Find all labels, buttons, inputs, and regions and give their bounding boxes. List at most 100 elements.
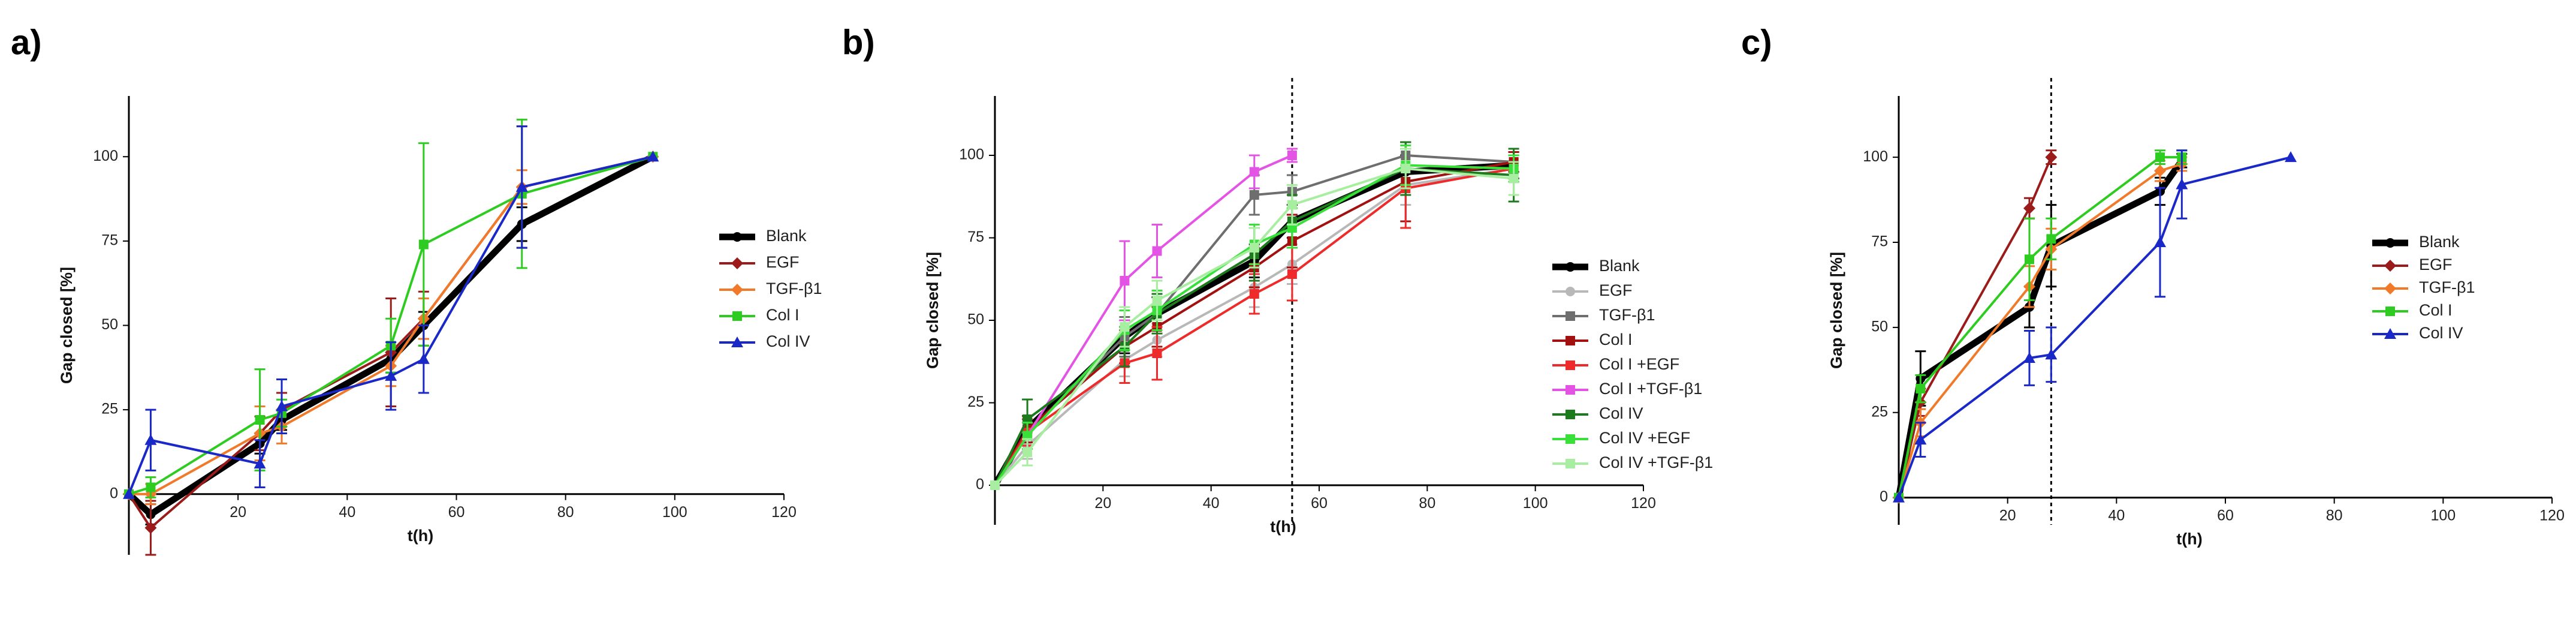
- legend-label: EGF: [1599, 281, 1633, 299]
- series-col-iv: [1893, 149, 2297, 503]
- panel-label: c): [1741, 23, 1772, 62]
- series-col-iv: [123, 125, 659, 499]
- data-point: [2023, 202, 2035, 215]
- legend-swatch-marker: [2385, 307, 2395, 316]
- data-point: [1249, 289, 1259, 299]
- legend-item-egf: EGF: [1552, 281, 1633, 299]
- x-tick-label: 20: [1094, 495, 1111, 512]
- y-tick-label: 0: [1880, 488, 1888, 505]
- legend-swatch-marker: [731, 336, 743, 347]
- legend-label: Col I +TGF-β1: [1599, 380, 1702, 398]
- legend-item-tgf-beta1: TGF-β1: [2372, 278, 2475, 296]
- series-line: [994, 167, 1514, 486]
- data-point: [144, 522, 157, 534]
- data-point: [254, 458, 266, 469]
- data-point: [2154, 236, 2166, 248]
- series-tgf-beta1: [990, 141, 1519, 490]
- legend-swatch-marker: [731, 257, 743, 269]
- y-tick-label: 75: [967, 229, 984, 245]
- x-tick-label: 80: [2326, 507, 2343, 524]
- legend-item-tgf-beta1: TGF-β1: [719, 280, 822, 298]
- legend-label: Blank: [766, 227, 807, 245]
- legend-label: TGF-β1: [766, 280, 822, 298]
- data-point: [2045, 151, 2058, 164]
- legend-swatch-marker: [1565, 385, 1575, 395]
- data-point: [1287, 269, 1297, 279]
- legend-label: Col IV: [1599, 404, 1643, 422]
- legend-item-col-iv-egf: Col IV +EGF: [1552, 429, 1690, 447]
- legend-label: Col I: [766, 306, 800, 324]
- x-tick-label: 120: [1631, 495, 1656, 512]
- data-point: [1022, 447, 1033, 457]
- legend-swatch-marker: [732, 232, 742, 242]
- data-point: [1249, 167, 1259, 177]
- data-point: [1152, 296, 1162, 305]
- data-point: [1916, 384, 1926, 394]
- legend-item-col-iv: Col IV: [2372, 324, 2463, 342]
- x-tick-label: 20: [230, 504, 246, 521]
- legend-item-col-i: Col I: [1552, 330, 1633, 348]
- legend-label: Col I: [1599, 330, 1633, 348]
- data-point: [123, 488, 135, 499]
- legend-swatch-marker: [1565, 262, 1575, 272]
- data-point: [1120, 276, 1130, 286]
- series-line: [994, 167, 1514, 486]
- legend-swatch-marker: [1565, 287, 1575, 296]
- data-point: [276, 400, 288, 411]
- x-tick-label: 60: [2217, 507, 2234, 524]
- series-line: [994, 167, 1514, 486]
- legend-item-col-i-tgf-beta1: Col I +TGF-β1: [1552, 380, 1702, 398]
- series-line: [128, 155, 653, 495]
- series-line: [1898, 156, 2291, 498]
- y-tick-label: 100: [1863, 148, 1888, 165]
- legend: Blank EGF TGF-β1 Col I Col IV: [719, 227, 822, 350]
- legend-swatch-marker: [1565, 410, 1575, 419]
- legend-swatch-marker: [1565, 311, 1575, 321]
- series-line: [1898, 163, 2182, 498]
- legend-label: Col IV +TGF-β1: [1599, 453, 1713, 471]
- legend-item-blank: Blank: [1552, 257, 1640, 275]
- legend-swatch-marker: [1565, 336, 1575, 345]
- data-point: [255, 415, 265, 425]
- panel-label: b): [842, 23, 875, 62]
- chart-panel-c: c) 0 25 50 75 100 20 40 60 80 100 120 t(h) Gap closed…: [1741, 23, 2565, 548]
- legend-label: TGF-β1: [1599, 306, 1655, 324]
- legend-item-col-iv: Col IV: [1552, 404, 1643, 422]
- series-line: [992, 162, 1514, 487]
- data-point: [1152, 246, 1162, 256]
- series-col-iv-tgf-beta1: [990, 148, 1519, 490]
- legend-swatch-marker: [2384, 283, 2396, 295]
- legend-item-egf: EGF: [719, 253, 800, 271]
- data-point: [2025, 254, 2034, 265]
- legend-swatch-marker: [2384, 260, 2396, 272]
- data-point: [385, 369, 397, 381]
- data-point: [2154, 164, 2166, 177]
- legend-swatch-marker: [731, 284, 743, 296]
- series-blank: [1894, 152, 2188, 503]
- series-line: [994, 167, 1514, 486]
- series-line: [1898, 156, 2182, 498]
- data-point: [647, 151, 659, 162]
- legend-label: Col IV +EGF: [1599, 429, 1690, 447]
- legend-swatch-marker: [732, 311, 742, 321]
- x-tick-label: 40: [339, 504, 355, 521]
- legend-label: Col IV: [2419, 324, 2463, 342]
- x-tick-label: 100: [1523, 495, 1548, 512]
- x-tick-label: 120: [2539, 507, 2565, 524]
- x-tick-label: 120: [771, 504, 797, 521]
- data-point: [1287, 200, 1297, 210]
- y-tick-label: 75: [1871, 233, 1888, 250]
- data-point: [1914, 434, 1927, 445]
- x-tick-label: 20: [1999, 507, 2016, 524]
- y-tick-label: 50: [1871, 318, 1888, 335]
- data-point: [2046, 234, 2056, 244]
- x-tick-label: 100: [2430, 507, 2456, 524]
- y-axis-label: Gap closed [%]: [1827, 252, 1845, 369]
- data-point: [1249, 190, 1259, 200]
- legend-swatch-marker: [1565, 459, 1575, 468]
- legend-item-blank: Blank: [2372, 233, 2460, 251]
- legend-label: Col I +EGF: [1599, 355, 1679, 373]
- data-point: [144, 434, 157, 445]
- x-tick-label: 60: [448, 504, 465, 521]
- data-point: [2176, 178, 2188, 190]
